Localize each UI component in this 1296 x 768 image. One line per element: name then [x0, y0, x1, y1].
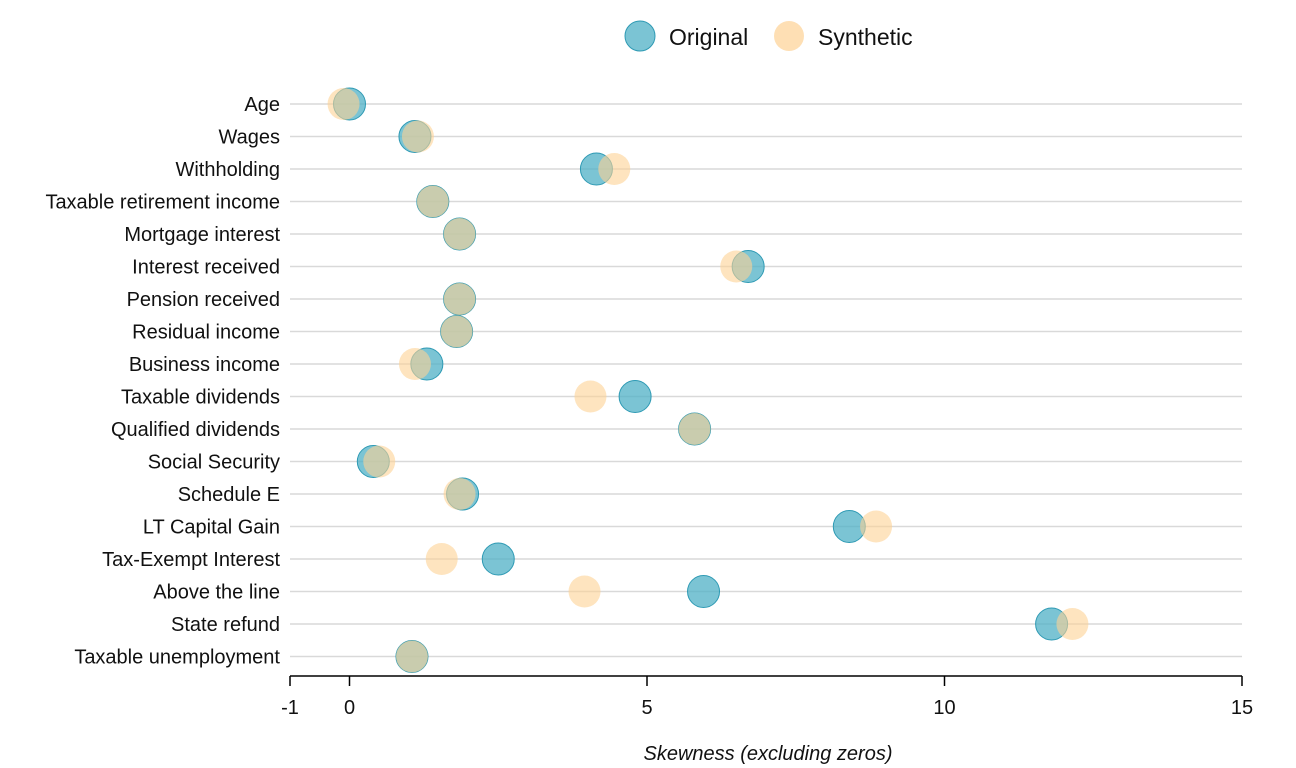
legend-swatch-original — [624, 20, 656, 52]
point-synthetic-mortgage-interest — [443, 218, 476, 250]
x-tick-label-0: 0 — [344, 697, 355, 719]
point-original-above-the-line — [687, 575, 721, 608]
category-label-mortgage-interest: Mortgage interest — [124, 224, 280, 246]
point-synthetic-withholding — [598, 153, 631, 185]
point-synthetic-tax-exempt-interest — [425, 543, 458, 575]
category-label-taxable-retirement-income: Taxable retirement income — [45, 192, 280, 214]
category-label-social-security: Social Security — [148, 452, 280, 474]
point-synthetic-age — [327, 88, 360, 120]
x-tick-label-15: 15 — [1231, 697, 1253, 719]
point-synthetic-above-the-line — [568, 575, 601, 608]
x-axis-title: Skewness (excluding zeros) — [644, 743, 893, 765]
category-label-above-the-line: Above the line — [153, 582, 280, 604]
data-points — [327, 87, 1089, 673]
point-synthetic-qualified-dividends — [678, 413, 711, 445]
point-synthetic-taxable-unemployment — [395, 640, 428, 673]
legend-label-original: Original — [669, 24, 748, 50]
point-synthetic-state-refund — [1056, 608, 1089, 640]
point-synthetic-social-security — [363, 445, 396, 478]
x-axis: -1 0 5 10 15 — [281, 675, 1253, 719]
category-label-lt-capital-gain: LT Capital Gain — [143, 517, 280, 539]
point-synthetic-taxable-dividends — [574, 380, 607, 413]
point-original-tax-exempt-interest — [481, 542, 515, 576]
category-label-wages: Wages — [218, 127, 280, 149]
category-label-age: Age — [244, 94, 280, 116]
gridlines — [290, 103, 1242, 658]
x-tick-label-1: -1 — [281, 697, 299, 719]
category-label-business-income: Business income — [129, 354, 280, 376]
category-label-state-refund: State refund — [171, 614, 280, 636]
category-label-pension-received: Pension received — [127, 289, 280, 311]
point-synthetic-business-income — [398, 348, 431, 380]
point-synthetic-pension-received — [443, 283, 476, 315]
legend-label-synthetic: Synthetic — [818, 24, 913, 50]
category-labels: Age Wages Withholding Taxable retirement in… — [45, 94, 280, 669]
category-label-taxable-dividends: Taxable dividends — [121, 387, 280, 409]
legend: Original Synthetic — [624, 20, 913, 52]
category-label-interest-received: Interest received — [132, 257, 280, 279]
point-synthetic-schedule-e — [443, 478, 476, 510]
legend-swatch-synthetic — [774, 21, 804, 51]
x-tick-label-5: 5 — [641, 697, 652, 719]
point-original-taxable-dividends — [618, 380, 652, 413]
point-synthetic-interest-received — [720, 250, 753, 283]
category-label-qualified-dividends: Qualified dividends — [111, 419, 280, 441]
point-synthetic-taxable-retirement-income — [416, 185, 449, 218]
category-label-tax-exempt-interest: Tax-Exempt Interest — [102, 549, 280, 571]
category-label-withholding: Withholding — [175, 159, 280, 181]
category-label-taxable-unemployment: Taxable unemployment — [74, 647, 280, 669]
category-label-residual-income: Residual income — [132, 322, 280, 344]
category-label-schedule-e: Schedule E — [178, 484, 280, 506]
point-synthetic-residual-income — [440, 315, 473, 348]
point-synthetic-lt-capital-gain — [860, 510, 893, 543]
point-synthetic-wages — [401, 120, 434, 153]
x-tick-label-10: 10 — [933, 697, 955, 719]
